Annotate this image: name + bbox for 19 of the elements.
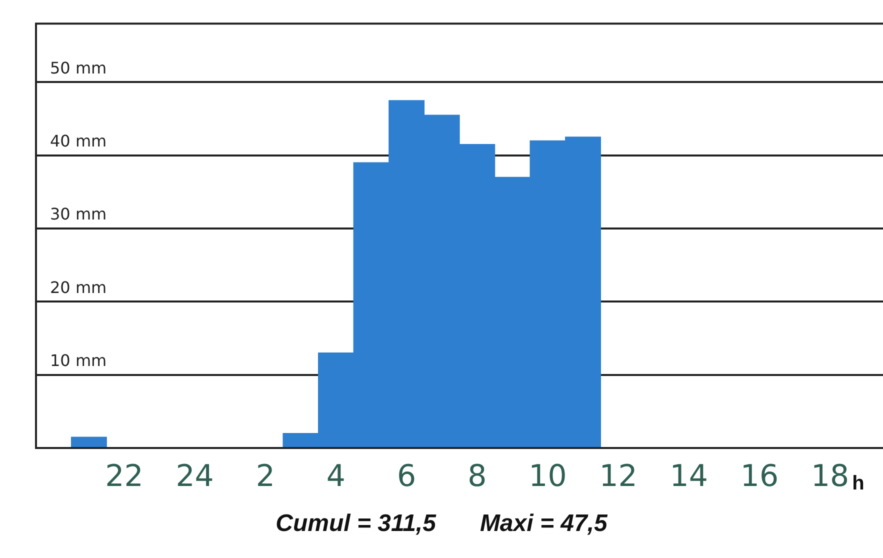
x-tick-label: 6 <box>397 458 416 494</box>
y-tick-label: 30 mm <box>50 204 107 224</box>
x-tick-label: 16 <box>740 458 779 494</box>
x-axis-title: h <box>852 472 864 495</box>
x-tick-label: 8 <box>468 458 487 494</box>
x-tick-label: 18 <box>810 458 850 494</box>
x-tick-label: 22 <box>105 458 144 494</box>
x-tick-label: 14 <box>670 458 708 494</box>
y-tick-label: 10 mm <box>50 350 107 370</box>
y-tick-label: 50 mm <box>50 58 107 78</box>
y-tick-label: 20 mm <box>50 278 107 297</box>
y-tick-label: 40 mm <box>50 131 107 150</box>
x-tick-label: 24 <box>176 458 214 494</box>
x-tick-label: 10 <box>528 458 567 494</box>
x-tick-label: 2 <box>256 458 275 494</box>
x-tick-label: 4 <box>326 458 346 494</box>
x-tick-label: 12 <box>599 458 638 494</box>
text: Maxi = 47,5 <box>480 510 608 537</box>
text: Cumul = 311,5 <box>276 510 436 537</box>
